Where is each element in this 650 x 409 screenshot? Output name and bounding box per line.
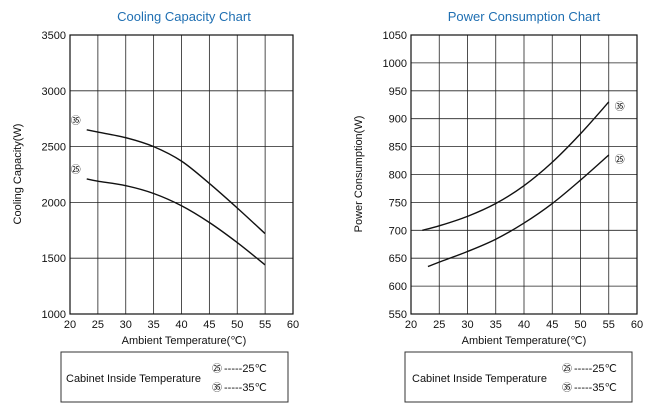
right-x-tick-label: 25 [433, 319, 445, 331]
left-legend-text-35: -----35℃ [224, 382, 267, 394]
right-chart-title: Power Consumption Chart [448, 9, 601, 24]
left-x-tick-label: 50 [231, 319, 243, 331]
left-legend-box [60, 351, 289, 403]
right-x-tick-label: 55 [603, 319, 615, 331]
right-x-tick-label: 35 [490, 319, 502, 331]
right-y-tick-label: 600 [389, 281, 407, 293]
right-x-tick-label: 60 [631, 319, 643, 331]
left-series-marker-label: ㉕ [71, 164, 81, 176]
right-y-tick-label: 750 [389, 197, 407, 209]
left-x-tick-label: 25 [92, 319, 104, 331]
right-x-tick-label: 40 [518, 319, 530, 331]
right-series-line [427, 154, 610, 268]
right-legend-marker-35: ㉟ [562, 382, 572, 394]
right-x-tick-label: 50 [574, 319, 586, 331]
right-x-axis-label: Ambient Temperature(℃) [462, 335, 587, 347]
left-y-tick-label: 3000 [42, 86, 66, 98]
right-y-tick-label: 1000 [383, 58, 407, 70]
left-x-tick-label: 20 [64, 319, 76, 331]
right-legend-marker-25: ㉕ [562, 363, 572, 375]
left-series-line [86, 178, 266, 266]
right-y-tick-label: 950 [389, 86, 407, 98]
right-y-axis-label: Power Consumption(W) [353, 116, 365, 233]
right-legend-box [404, 351, 633, 403]
right-y-tick-label: 650 [389, 253, 407, 265]
left-y-tick-label: 2000 [42, 197, 66, 209]
chart-marks-layer: 20 25 30 35 40 45 50 55 60 1000 1500 2000 2500 3000 35… [42, 30, 644, 331]
left-chart-title: Cooling Capacity Chart [117, 9, 251, 24]
left-y-axis-label: Cooling Capacity(W) [12, 124, 24, 225]
right-y-tick-label: 550 [389, 309, 407, 321]
right-legend-text-35: -----35℃ [574, 382, 617, 394]
left-legend-text-25: -----25℃ [224, 363, 267, 375]
left-x-tick-label: 60 [287, 319, 299, 331]
left-x-tick-label: 35 [148, 319, 160, 331]
left-plot-frame [69, 34, 294, 315]
right-legend-text-25: -----25℃ [574, 363, 617, 375]
left-y-tick-label: 3500 [42, 30, 66, 42]
left-x-axis-label: Ambient Temperature(℃) [122, 335, 247, 347]
right-y-tick-label: 700 [389, 225, 407, 237]
left-y-tick-label: 1500 [42, 253, 66, 265]
left-legend-title: Cabinet Inside Temperature [66, 373, 201, 385]
right-y-tick-label: 900 [389, 114, 407, 126]
left-x-tick-label: 30 [120, 319, 132, 331]
right-series-line [422, 101, 610, 231]
right-x-tick-label: 20 [405, 319, 417, 331]
right-x-tick-label: 30 [461, 319, 473, 331]
right-y-tick-label: 1050 [383, 30, 407, 42]
left-x-tick-label: 40 [175, 319, 187, 331]
right-y-tick-label: 850 [389, 142, 407, 154]
left-x-tick-label: 55 [259, 319, 271, 331]
left-legend-marker-25: ㉕ [212, 363, 222, 375]
left-series-marker-label: ㉟ [71, 115, 81, 127]
left-y-tick-label: 1000 [42, 309, 66, 321]
right-series-marker-label: ㉟ [615, 101, 625, 113]
left-series-line [86, 129, 266, 235]
right-series-marker-label: ㉕ [615, 154, 625, 166]
left-x-tick-label: 45 [203, 319, 215, 331]
left-y-tick-label: 2500 [42, 142, 66, 154]
right-x-tick-label: 45 [546, 319, 558, 331]
right-y-tick-label: 800 [389, 170, 407, 182]
right-legend-title: Cabinet Inside Temperature [412, 373, 547, 385]
right-plot-frame [410, 34, 638, 315]
left-legend-marker-35: ㉟ [212, 382, 222, 394]
